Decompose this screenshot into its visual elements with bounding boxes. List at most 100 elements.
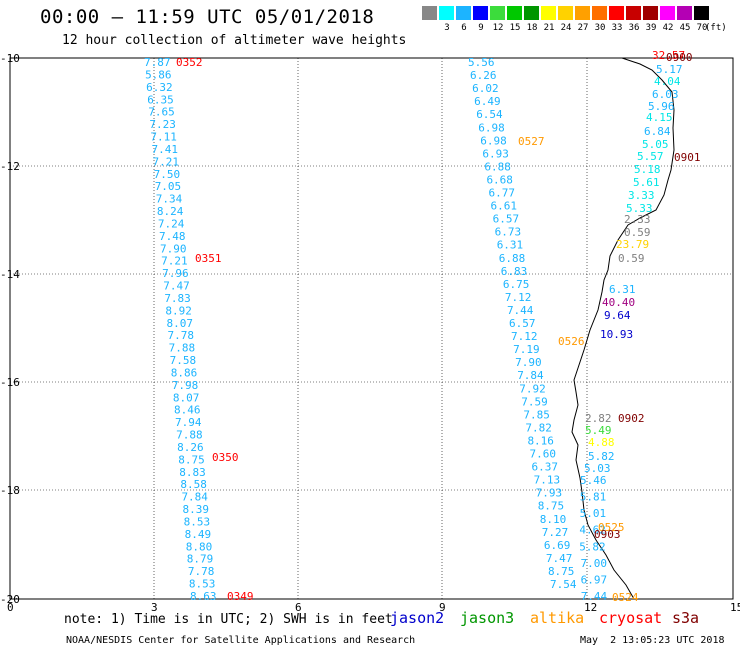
swh-value-label: 40.40 [602,296,635,309]
legend-swatch [541,6,556,20]
x-tick-label: 9 [439,601,446,614]
swh-value-label: 6.02 [472,82,499,95]
x-tick-label: 12 [584,601,597,614]
swh-value-label: 7.59 [521,395,548,408]
swh-value-label: 8.80 [186,540,213,553]
swh-value-label: 5.96 [648,100,675,113]
swh-value-label: 5.17 [656,63,683,76]
swh-value-label: 6.88 [499,252,526,265]
swh-value-label: 4.04 [654,75,681,88]
swh-value-label: 6.31 [609,283,636,296]
swh-value-label: 7.24 [158,217,185,230]
legend-swatch [439,6,454,20]
legend-bin-label: 70 [696,23,708,33]
swh-value-label: 6.77 [489,187,516,200]
swh-value-label: 7.54 [550,578,577,591]
legend-swatch [473,6,488,20]
swh-value-label: 7.11 [150,131,177,144]
y-tick-label: -18 [0,484,20,497]
swh-value-label: 7.88 [176,429,203,442]
swh-value-label: 7.34 [156,193,183,206]
swh-value-label: 7.88 [169,342,196,355]
swh-value-label: 7.05 [155,180,182,193]
pass-time-label: 0525 [598,521,625,534]
swh-value-label: 7.84 [517,369,544,382]
pass-time-label: 0902 [618,412,645,425]
swh-value-label: 6.75 [503,278,529,291]
legend-swatch [422,6,437,20]
swh-value-label: 8.75 [548,565,575,578]
swh-value-label: 9.64 [604,309,631,322]
swh-value-label: 2.82 [585,412,612,425]
generated-timestamp: May 2 13:05:23 UTC 2018 [580,635,725,646]
legend-bin-label: 42 [662,23,674,33]
swh-value-label: 8.83 [179,466,206,479]
credit-line: NOAA/NESDIS Center for Satellite Applica… [66,635,416,646]
x-tick-label: 0 [7,601,14,614]
swh-value-label: 7.50 [154,168,181,181]
swh-value-label: 8.49 [185,528,212,541]
x-tick-label: 6 [295,601,302,614]
swh-value-label: 5.86 [145,68,172,81]
satellite-legend-s3a: s3a [672,609,700,627]
swh-value-label: 7.94 [175,416,202,429]
swh-value-label: 5.05 [642,138,669,151]
swh-value-label: 8.26 [177,441,204,454]
swh-value-label: 7.78 [188,565,215,578]
swh-value-label: 5.81 [580,491,607,504]
swh-value-label: 6.26 [470,69,497,82]
legend-bin-label: 21 [543,23,555,33]
legend-unit: (ft) [705,23,727,33]
map-subtitle: 12 hour collection of altimeter wave hei… [62,33,407,48]
coastline [571,57,675,600]
map-title: 00:00 – 11:59 UTC 05/01/2018 [40,6,375,28]
swh-value-label: 7.19 [513,343,540,356]
swh-value-label: 8.46 [174,404,201,417]
swh-value-label: 7.47 [163,280,190,293]
swh-value-label: 3.33 [628,189,655,202]
swh-value-label: 5.46 [580,474,607,487]
swh-value-label: 7.12 [511,330,538,343]
swh-value-label: 7.98 [172,379,199,392]
legend-swatch [609,6,624,20]
swh-value-label: 8.53 [189,578,216,591]
swh-value-label: 7.48 [159,230,186,243]
swh-value-label: 8.63 [190,590,217,603]
y-tick-label: -16 [0,376,20,389]
swh-value-label: 8.07 [173,391,200,404]
swh-value-label: 4.15 [646,111,673,124]
swh-value-label: 5.33 [626,202,653,215]
satellite-legend-altika: altika [530,609,585,627]
swh-value-label: 8.58 [180,478,207,491]
y-tick-label: -20 [0,593,20,606]
swh-value-label: 7.44 [507,304,534,317]
swh-value-label: 7.84 [181,491,208,504]
swh-value-label: 0.59 [624,226,651,239]
legend-swatch [643,6,658,20]
track-altika-middle: 5.566.266.026.496.546.986.986.936.886.68… [468,56,639,604]
swh-value-label: 6.61 [491,200,518,213]
swh-value-label: 6.69 [544,539,571,552]
swh-value-label: 6.73 [495,226,522,239]
swh-value-label: 7.90 [515,356,542,369]
swh-value-label: 6.83 [501,265,528,278]
pass-time-label: 0349 [227,590,254,603]
swh-value-label: 8.75 [178,453,205,466]
swh-value-label: 5.01 [580,507,607,520]
swh-value-label: 23.79 [616,238,649,251]
swh-value-label: 7.96 [162,267,189,280]
swh-value-label: 6.31 [497,239,524,252]
legend-swatch [507,6,522,20]
swh-value-label: 7.60 [530,448,557,461]
swh-value-label: 6.57 [509,317,536,330]
swh-value-label: 7.21 [161,255,188,268]
legend-swatch [592,6,607,20]
swh-value-label: 6.54 [476,108,503,121]
swh-value-label: 7.92 [519,382,546,395]
track-s3a-coast: 32.575.174.046.035.964.156.845.055.575.1… [584,49,701,541]
legend-swatch [558,6,573,20]
swh-value-label: 8.10 [540,513,567,526]
swh-value-label: 6.49 [474,95,501,108]
pass-time-label: 0526 [558,335,585,348]
